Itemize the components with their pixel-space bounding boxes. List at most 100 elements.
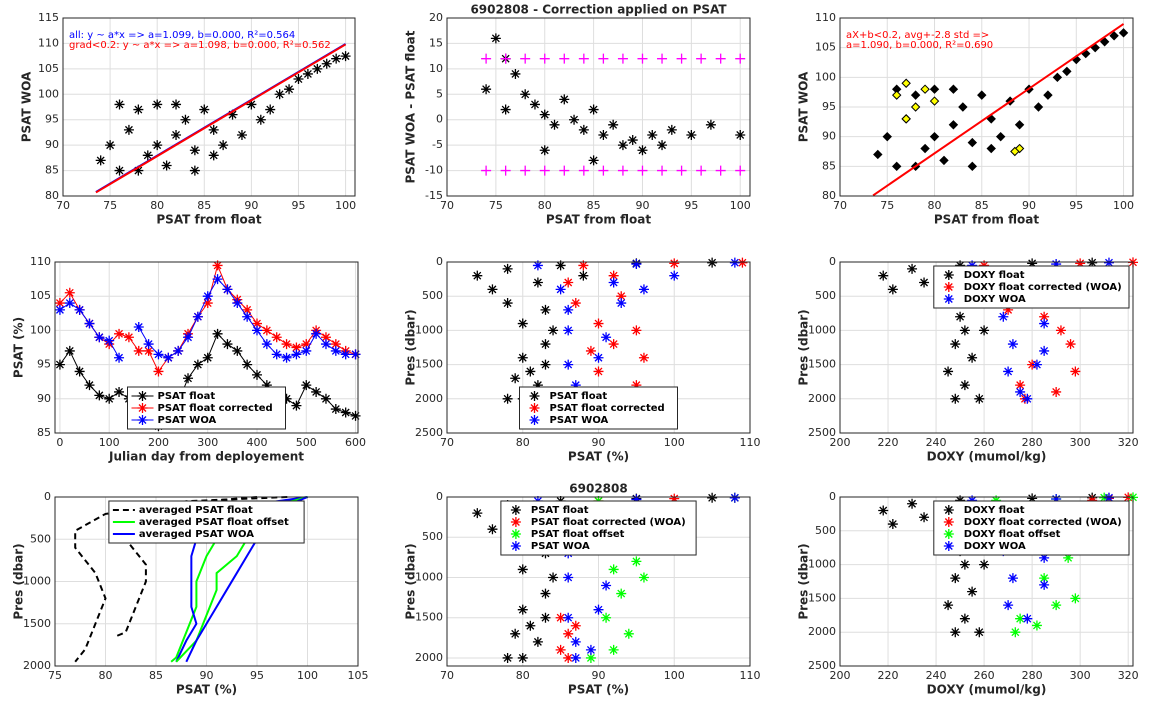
marker	[517, 652, 528, 663]
y-tick-label: 110	[30, 255, 51, 268]
y-axis-label: PSAT WOA	[797, 71, 811, 142]
marker	[133, 345, 144, 356]
y-tick-label: 105	[38, 62, 59, 75]
marker	[1014, 143, 1025, 154]
marker	[54, 359, 65, 370]
y-tick-label: 2500	[808, 659, 836, 672]
marker	[608, 270, 619, 281]
legend-marker	[510, 529, 521, 539]
marker	[114, 352, 125, 363]
marker	[549, 119, 560, 130]
marker	[578, 124, 589, 135]
x-tick-label: 80	[538, 199, 552, 212]
marker	[735, 129, 746, 140]
marker	[696, 53, 707, 64]
marker	[1003, 600, 1014, 611]
marker	[578, 270, 589, 281]
marker	[1052, 72, 1063, 83]
marker	[548, 325, 559, 336]
marker	[218, 140, 229, 151]
marker	[1003, 366, 1014, 377]
marker	[657, 140, 668, 151]
x-tick-label: 75	[48, 669, 62, 682]
x-tick-label: 95	[684, 199, 698, 212]
x-tick-label: 90	[592, 669, 606, 682]
x-tick-label: 100	[730, 199, 751, 212]
x-axis-label: PSAT from float	[934, 213, 1039, 227]
marker	[878, 505, 889, 516]
annotation: grad<0.2: y ~ a*x => a=1.098, b=0.000, R…	[69, 40, 331, 51]
y-tick-label: 80	[822, 189, 836, 202]
legend-box	[127, 386, 286, 430]
marker	[563, 652, 574, 663]
marker	[1103, 492, 1114, 503]
marker	[950, 339, 961, 350]
marker	[1087, 257, 1098, 268]
axes-frame	[446, 261, 751, 434]
marker	[94, 332, 105, 343]
y-tick-label: 1500	[23, 617, 51, 630]
marker	[1031, 620, 1042, 631]
x-tick-label: 200	[830, 669, 851, 682]
marker	[281, 339, 292, 350]
marker	[887, 284, 898, 295]
marker	[959, 380, 970, 391]
marker	[291, 342, 302, 353]
marker	[312, 63, 323, 74]
marker	[152, 99, 163, 110]
marker	[472, 508, 483, 519]
marker	[563, 572, 574, 583]
marker	[555, 284, 566, 295]
marker	[1010, 627, 1021, 638]
marker	[180, 114, 191, 125]
y-tick-label: 0	[436, 490, 443, 503]
marker	[559, 94, 570, 105]
y-axis-label: PSAT WOA - PSAT float	[404, 30, 418, 183]
marker	[563, 612, 574, 623]
chart-title: 6902808	[569, 482, 627, 496]
y-tick-label: 0	[829, 255, 836, 268]
legend-label: DOXY float	[964, 270, 1025, 281]
marker	[472, 270, 483, 281]
marker	[192, 359, 203, 370]
y-tick-label: 15	[429, 36, 443, 49]
marker	[502, 263, 513, 274]
marker	[715, 53, 726, 64]
x-tick-label: 90	[1022, 199, 1036, 212]
marker	[707, 492, 718, 503]
marker	[995, 131, 1006, 142]
marker	[114, 386, 125, 397]
y-tick-label: 90	[37, 392, 51, 405]
marker	[252, 369, 262, 380]
marker	[192, 311, 203, 322]
marker	[123, 124, 134, 135]
marker	[1007, 573, 1018, 584]
x-tick-label: 90	[635, 199, 649, 212]
legend-marker	[137, 391, 148, 401]
x-tick-label: 80	[516, 669, 530, 682]
marker	[340, 407, 351, 418]
marker	[64, 345, 75, 356]
legend-marker	[529, 403, 540, 413]
marker	[261, 325, 272, 336]
y-tick-label: 80	[45, 189, 59, 202]
marker	[563, 628, 574, 639]
y-tick-label: 500	[815, 289, 836, 302]
legend-marker	[943, 529, 954, 539]
marker	[631, 380, 642, 391]
x-tick-label: 80	[99, 669, 113, 682]
marker	[540, 304, 551, 315]
marker	[487, 524, 498, 535]
marker	[608, 564, 619, 575]
x-tick-label: 110	[740, 669, 761, 682]
marker	[593, 352, 604, 363]
marker	[559, 165, 570, 176]
marker	[1039, 552, 1050, 563]
marker	[163, 352, 174, 363]
x-tick-label: 400	[247, 436, 268, 449]
marker	[570, 636, 581, 647]
marker	[570, 620, 581, 631]
marker	[631, 556, 642, 567]
y-axis-label: Pres (dbar)	[797, 543, 811, 619]
